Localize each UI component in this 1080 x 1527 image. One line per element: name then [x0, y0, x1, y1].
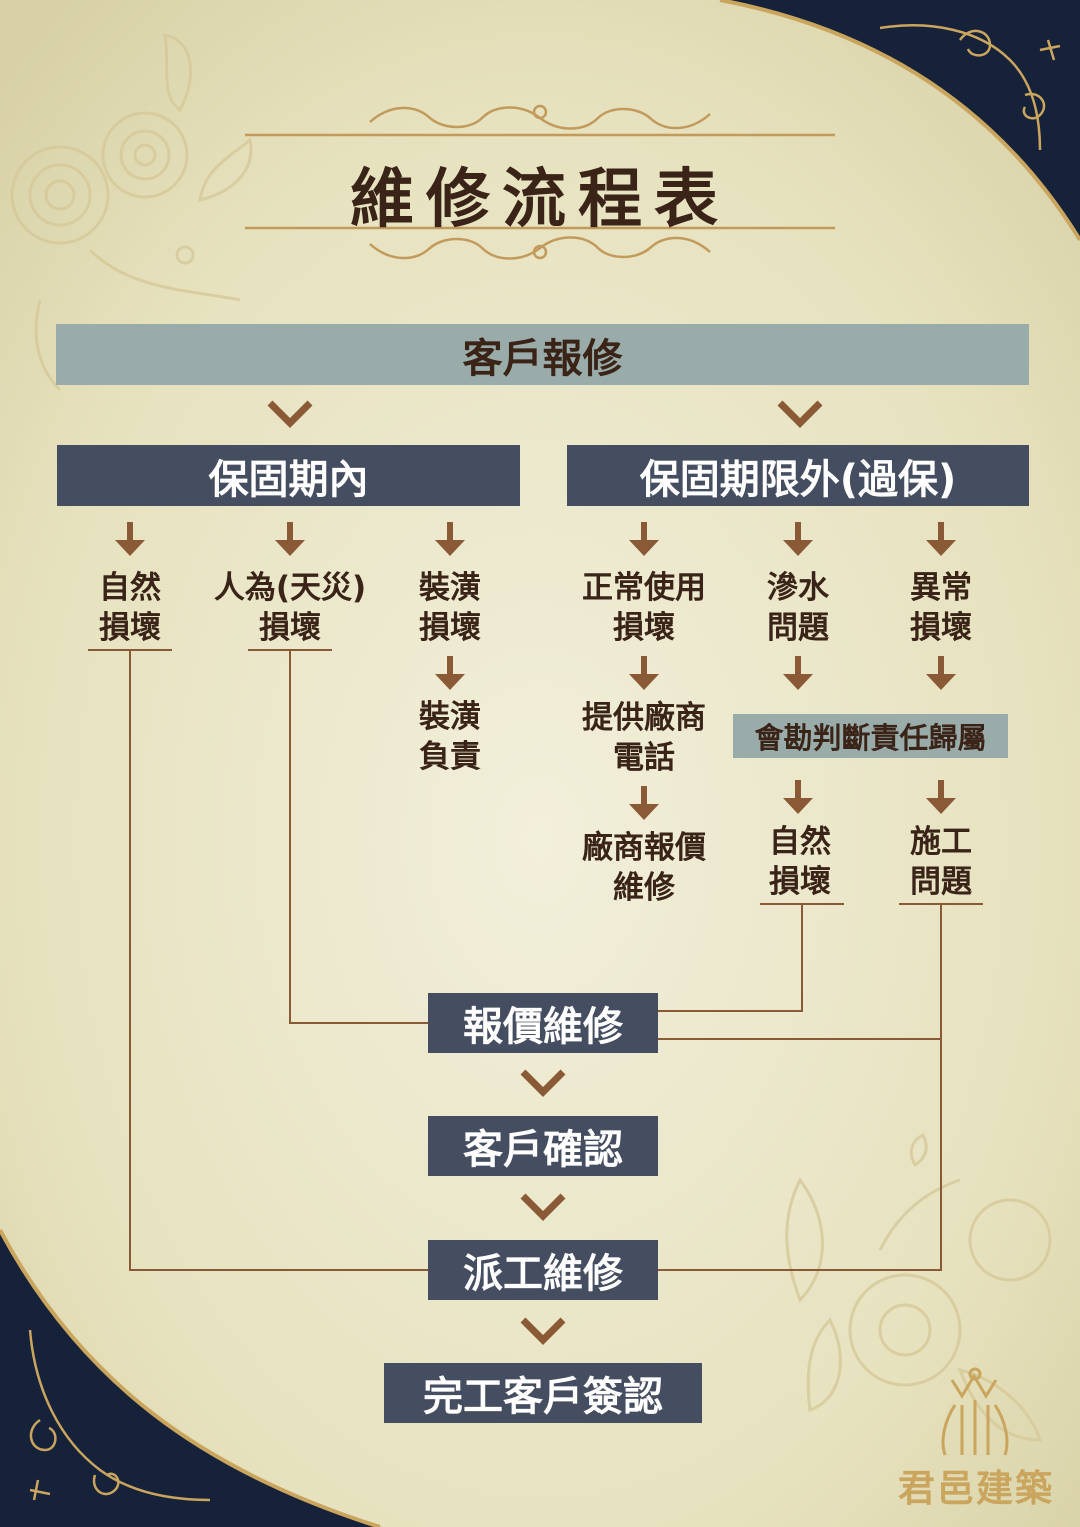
title-ornament [245, 104, 835, 260]
node-in-warranty: 保固期內 [57, 445, 520, 506]
gold-arc-top-right [719, 0, 1080, 242]
arrow-in-natural [115, 522, 145, 556]
line-human-to-quote [289, 650, 428, 1024]
gold-arc-bottom-left [0, 1229, 381, 1527]
node-out-warranty: 保固期限外(過保) [567, 445, 1029, 506]
arrow-leak-survey [783, 656, 813, 690]
node-vendor-phone: 提供廠商 電話 [582, 700, 706, 776]
page-title: 維修流程表 [350, 162, 730, 237]
node-natural-damage: 自然 損壞 [99, 570, 161, 646]
arrow-in-decoration [435, 522, 465, 556]
node-decoration-responsible: 裝潢 負責 [419, 699, 481, 775]
node-decoration-damage: 裝潢 損壞 [419, 570, 481, 646]
arrow-survey-natural [783, 780, 813, 814]
arrow-out-normal [629, 522, 659, 556]
arrow-decoration-responsible [435, 656, 465, 690]
arrow-in-human [275, 522, 305, 556]
navy-corner-bottom-left [0, 1230, 380, 1527]
node-quote-repair: 報價維修 [428, 993, 658, 1053]
node-abnormal-damage: 異常 損壞 [910, 570, 972, 646]
node-survey-natural-damage: 自然 損壞 [769, 824, 831, 900]
line-construction-to-dispatch [658, 1039, 942, 1271]
line-natural-to-dispatch [129, 650, 428, 1271]
arrow-out-abnormal [926, 522, 956, 556]
logo-name: 君邑建築 [898, 1466, 1054, 1510]
arrow-vendor-quote [629, 786, 659, 820]
navy-corner-top-right [720, 0, 1080, 240]
node-site-survey: 會勘判斷責任歸屬 [733, 714, 1008, 758]
node-human-disaster-damage: 人為(天災) 損壞 [213, 570, 367, 646]
rose-illustration-top-left [10, 33, 253, 392]
arrow-abnormal-survey [926, 656, 956, 690]
corner-flourish-top-right [879, 24, 1061, 151]
node-customer-report: 客戶報修 [56, 324, 1029, 385]
line-construction-to-quote [658, 904, 942, 1040]
flower-illustration-bottom-right [785, 1132, 1052, 1442]
chevron-to-signoff [520, 1317, 566, 1345]
node-customer-confirm: 客戶確認 [428, 1116, 658, 1176]
corner-flourish-bottom-left [28, 1329, 211, 1502]
chevron-to-in-warranty [267, 400, 313, 428]
node-water-leak-issue: 滲水 問題 [767, 570, 829, 646]
chevron-to-dispatch [520, 1193, 566, 1221]
arrow-vendor-phone [629, 656, 659, 690]
node-construction-issue: 施工 問題 [910, 824, 972, 900]
node-completion-signoff: 完工客戶簽認 [384, 1363, 702, 1423]
logo-mark [941, 1367, 1009, 1456]
chevron-to-customer-confirm [520, 1069, 566, 1097]
line-survey-natural-to-quote [658, 904, 803, 1012]
arrow-survey-construction [926, 780, 956, 814]
node-vendor-quote-repair: 廠商報價 維修 [582, 830, 706, 906]
node-dispatch-repair: 派工維修 [428, 1240, 658, 1300]
node-normal-use-damage: 正常使用 損壞 [582, 570, 706, 646]
chevron-to-out-warranty [777, 400, 823, 428]
arrow-out-leak [783, 522, 813, 556]
